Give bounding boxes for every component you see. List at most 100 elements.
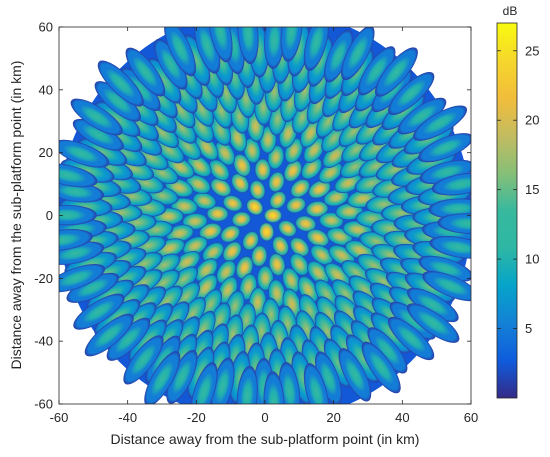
beam-footprint — [59, 263, 105, 293]
beam-footprint — [307, 260, 330, 285]
beam-footprint — [78, 138, 128, 166]
beam-footprint — [194, 273, 218, 302]
beam-footprint — [324, 29, 353, 83]
beam-footprint — [388, 72, 435, 115]
beam-footprint — [407, 303, 460, 343]
beam-footprint — [263, 208, 283, 223]
colorbar-tick-label: 25 — [525, 43, 539, 58]
beam-footprint — [231, 173, 250, 194]
beam-footprint — [106, 317, 151, 361]
beam-footprint — [206, 205, 229, 222]
beam-footprint — [174, 133, 202, 160]
beam-footprint — [237, 27, 259, 65]
beam-footprint — [407, 287, 459, 323]
beam-footprint — [254, 158, 271, 181]
beam-footprint — [59, 139, 110, 168]
beam-footprint — [153, 137, 185, 164]
y-tick-label: 40 — [39, 82, 53, 97]
beam-footprint — [94, 81, 141, 122]
beam-footprint — [278, 220, 297, 237]
beam-footprint — [123, 335, 164, 385]
beam-footprint — [348, 275, 382, 304]
beam-footprint — [60, 158, 115, 183]
beam-footprint — [338, 348, 372, 402]
beam-footprint — [295, 215, 317, 232]
beam-footprint — [125, 47, 166, 97]
beam-footprint — [97, 60, 144, 107]
beam-footprint — [283, 160, 303, 182]
y-tick-label: -60 — [34, 397, 53, 412]
beam-footprint — [233, 153, 251, 177]
beam-footprint — [192, 192, 217, 210]
beam-footprint — [70, 98, 123, 136]
beam-footprint — [308, 180, 331, 199]
x-tick-label: 0 — [261, 410, 268, 425]
beam-footprint — [242, 231, 259, 251]
beam-footprint — [215, 140, 236, 166]
y-tick-label: 20 — [39, 145, 53, 160]
beam-footprint — [303, 363, 330, 404]
beam-footprint — [404, 272, 455, 303]
beam-footprint — [120, 67, 161, 112]
beam-footprint — [187, 346, 215, 399]
beam-footprint — [315, 351, 342, 404]
beam-footprint — [182, 236, 208, 256]
beam-footprint — [310, 244, 334, 266]
colorbar-bar — [496, 22, 518, 399]
beam-footprint — [422, 271, 471, 302]
beam-footprint — [413, 105, 468, 141]
beam-footprint — [282, 267, 301, 294]
beam-footprint — [243, 137, 261, 164]
beam-footprint — [263, 371, 285, 404]
beam-footprint — [307, 35, 333, 87]
y-axis-label: Distance away from the sub-platform poin… — [8, 61, 24, 370]
beam-footprint — [418, 255, 471, 282]
beam-footprint — [290, 179, 311, 198]
colorbar: dB 5 10 15 20 25 — [496, 4, 539, 399]
beam-footprint — [59, 204, 97, 226]
beam-footprint — [286, 197, 306, 214]
beam-footprint — [331, 279, 360, 309]
beam-footprint — [154, 38, 188, 90]
beam-footprint — [210, 178, 232, 197]
beam-footprint — [322, 143, 348, 168]
beam-footprint — [361, 341, 401, 394]
beam-footprint — [199, 288, 223, 321]
beam-footprint — [202, 242, 225, 263]
beam-footprint — [301, 157, 323, 180]
beam-footprint — [429, 235, 471, 259]
beam-footprint — [72, 118, 124, 151]
beam-footprint — [73, 293, 125, 330]
beam-footprint — [222, 241, 242, 262]
beam-footprint — [259, 222, 275, 242]
colorbar-ticks: 5 10 15 20 25 — [497, 43, 539, 336]
beam-footprint — [339, 155, 370, 179]
beam-footprint — [94, 101, 141, 137]
beam-footprints — [59, 27, 471, 404]
beam-footprint — [249, 180, 266, 200]
beam-footprint — [289, 253, 310, 276]
x-axis-label: Distance away from the sub-platform poin… — [111, 431, 420, 447]
beam-footprint — [321, 123, 347, 153]
beam-footprint — [59, 163, 98, 188]
beam-footprint — [431, 172, 471, 196]
beam-footprint — [166, 349, 198, 404]
beam-footprint — [222, 195, 243, 212]
colorbar-tick-label: 5 — [525, 321, 532, 336]
beam-footprint — [303, 27, 329, 71]
beam-footprint — [195, 134, 219, 161]
beam-footprint — [418, 133, 471, 163]
beam-footprint — [144, 351, 181, 404]
x-tick-label: 60 — [464, 410, 478, 425]
beam-footprint — [387, 316, 435, 361]
beam-footprint — [306, 229, 330, 247]
beam-footprint — [341, 27, 375, 81]
beam-footprint — [370, 312, 412, 354]
y-tick-label: -40 — [34, 334, 53, 349]
colorbar-tick-label: 20 — [525, 113, 539, 128]
y-tick-label: 0 — [46, 208, 53, 223]
x-tick-label: -40 — [118, 410, 137, 425]
beam-footprint — [419, 159, 471, 185]
beam-footprint — [269, 191, 287, 209]
